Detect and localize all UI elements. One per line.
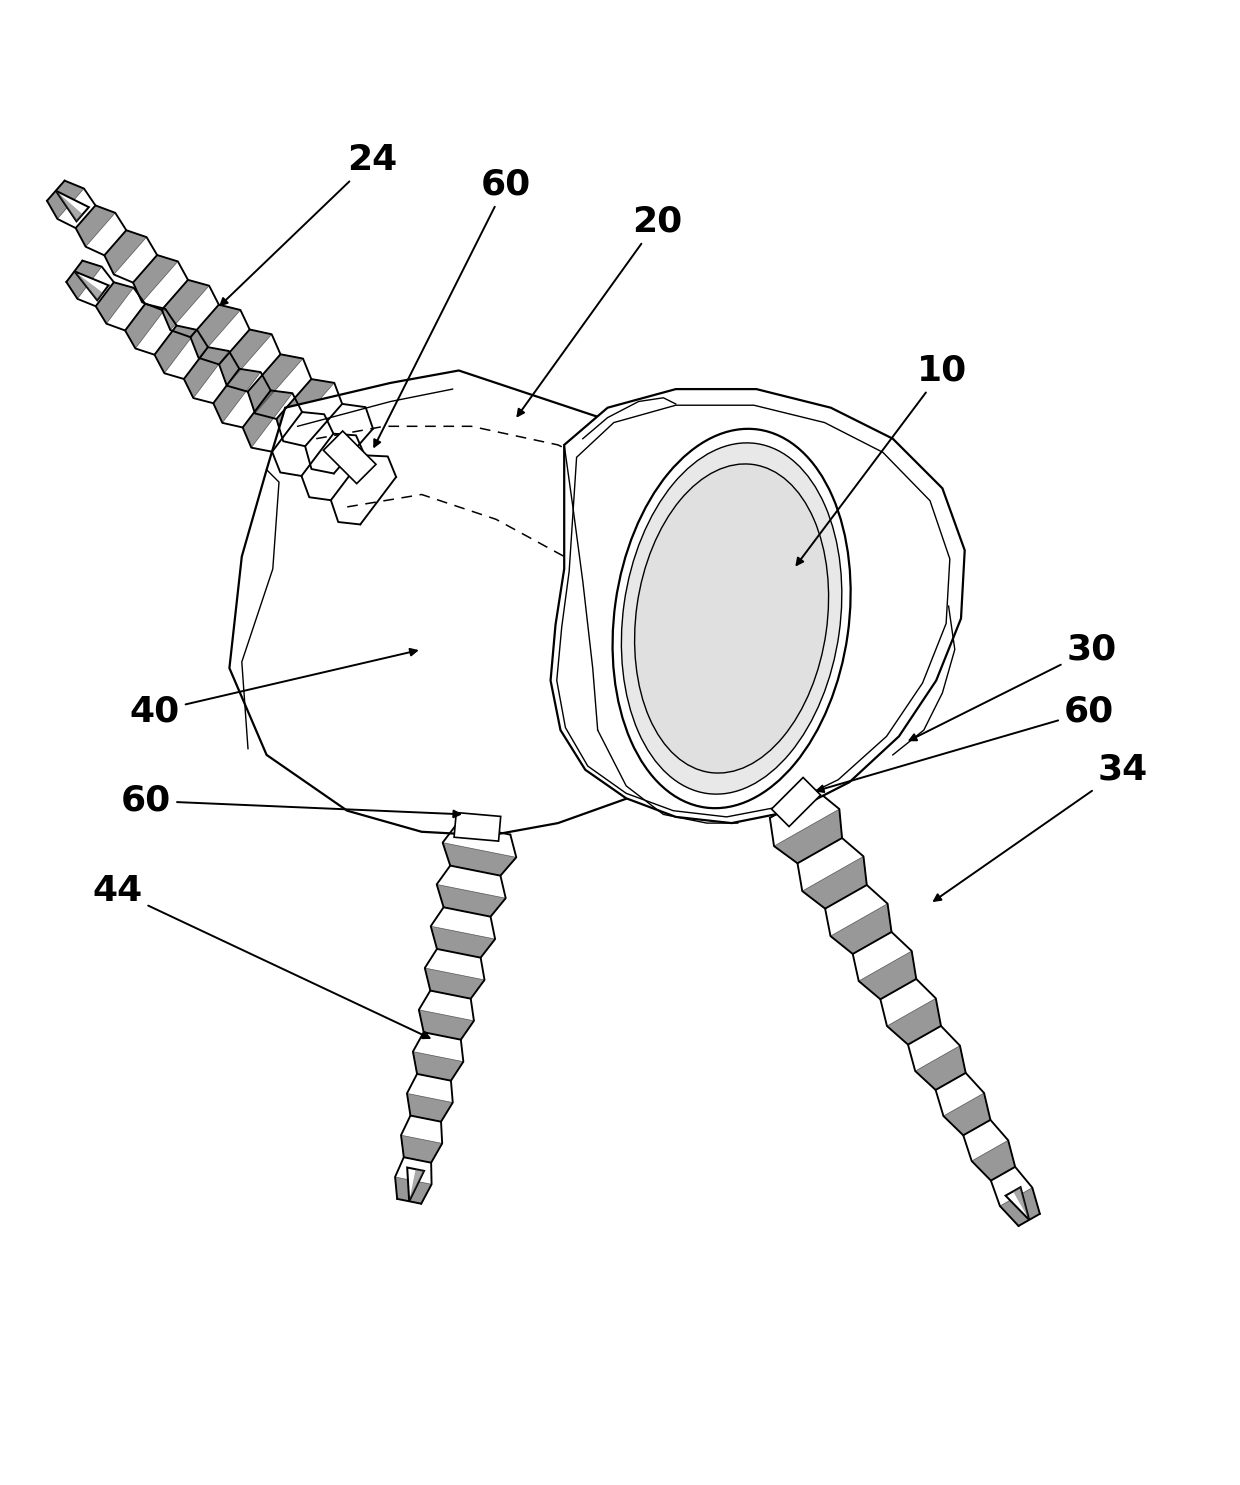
Polygon shape xyxy=(915,1045,966,1090)
Polygon shape xyxy=(74,272,109,300)
Polygon shape xyxy=(443,842,516,876)
Polygon shape xyxy=(47,181,84,218)
Polygon shape xyxy=(454,812,501,841)
Polygon shape xyxy=(831,904,892,953)
Polygon shape xyxy=(155,325,197,373)
Polygon shape xyxy=(859,950,916,999)
Polygon shape xyxy=(407,1093,453,1121)
Polygon shape xyxy=(401,1135,443,1163)
Polygon shape xyxy=(972,1140,1016,1181)
Polygon shape xyxy=(243,391,293,447)
Polygon shape xyxy=(56,190,83,221)
Polygon shape xyxy=(396,1178,432,1204)
Polygon shape xyxy=(277,379,335,441)
Text: 34: 34 xyxy=(934,753,1147,901)
Polygon shape xyxy=(557,405,950,817)
Polygon shape xyxy=(425,968,485,999)
Polygon shape xyxy=(184,347,229,398)
Polygon shape xyxy=(331,456,388,523)
Polygon shape xyxy=(771,778,821,827)
Polygon shape xyxy=(1006,1187,1029,1219)
Polygon shape xyxy=(74,272,103,300)
Polygon shape xyxy=(551,389,965,823)
Polygon shape xyxy=(213,368,260,423)
Ellipse shape xyxy=(635,463,828,774)
Ellipse shape xyxy=(621,443,842,794)
Polygon shape xyxy=(407,1167,424,1201)
Polygon shape xyxy=(802,857,867,909)
Polygon shape xyxy=(419,1010,474,1040)
Polygon shape xyxy=(76,205,115,247)
Polygon shape xyxy=(191,304,241,358)
Text: 60: 60 xyxy=(374,168,531,447)
Polygon shape xyxy=(248,355,303,413)
Polygon shape xyxy=(887,998,941,1044)
Polygon shape xyxy=(56,190,89,221)
Text: 44: 44 xyxy=(93,875,429,1038)
Text: 40: 40 xyxy=(130,649,417,729)
Polygon shape xyxy=(774,809,842,863)
Polygon shape xyxy=(161,279,210,330)
Polygon shape xyxy=(229,370,707,836)
Polygon shape xyxy=(272,411,324,472)
Polygon shape xyxy=(324,431,376,484)
Text: 24: 24 xyxy=(221,143,397,304)
Text: 20: 20 xyxy=(517,205,682,416)
Polygon shape xyxy=(1013,1187,1029,1219)
Polygon shape xyxy=(999,1188,1040,1227)
Polygon shape xyxy=(95,282,134,324)
Polygon shape xyxy=(305,404,366,469)
Ellipse shape xyxy=(613,429,851,808)
Polygon shape xyxy=(430,927,495,958)
Text: 30: 30 xyxy=(910,633,1116,741)
Polygon shape xyxy=(301,434,356,497)
Polygon shape xyxy=(219,330,272,386)
Polygon shape xyxy=(944,1093,991,1136)
Text: 60: 60 xyxy=(122,784,460,818)
Polygon shape xyxy=(436,885,506,916)
Polygon shape xyxy=(66,260,102,298)
Polygon shape xyxy=(133,255,177,303)
Polygon shape xyxy=(409,1169,424,1201)
Text: 60: 60 xyxy=(817,695,1114,792)
Polygon shape xyxy=(413,1051,464,1081)
Polygon shape xyxy=(125,304,165,349)
Polygon shape xyxy=(104,230,146,275)
Text: 10: 10 xyxy=(796,353,967,564)
